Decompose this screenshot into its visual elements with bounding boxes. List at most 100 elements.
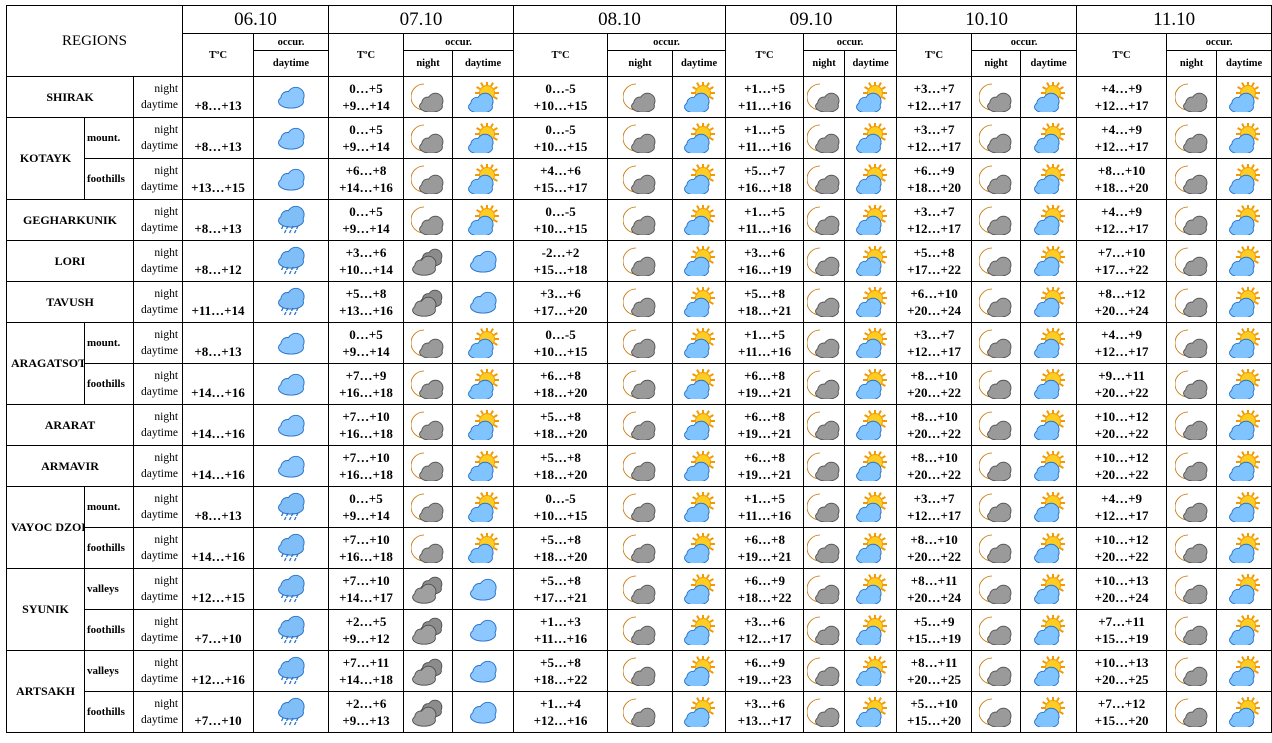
icon-part	[865, 585, 881, 601]
daytime-occur	[452, 240, 515, 282]
daytime-occur	[844, 486, 898, 528]
icon-part	[996, 175, 1011, 190]
icon-part	[476, 537, 481, 541]
temperature: +12…+15	[182, 568, 255, 610]
icon-part	[412, 296, 437, 317]
icon-part	[684, 461, 710, 481]
night-temp: +3…+6	[540, 286, 581, 301]
region-row: ARMAVIR night daytime +14…+16 +7…+10 +16…+18 +…	[6, 445, 1272, 487]
icon-part	[490, 410, 494, 415]
icon-part	[1041, 455, 1047, 459]
night-occur	[1166, 650, 1218, 692]
icon-part	[1237, 660, 1242, 664]
icon-part	[684, 338, 710, 358]
weather-icon	[1174, 247, 1208, 276]
weather-icon	[412, 658, 443, 686]
icon-part	[1238, 503, 1254, 519]
weather-icon	[1229, 615, 1261, 645]
night-label: night	[154, 83, 179, 95]
daytime-occur	[844, 445, 898, 487]
icon-part	[480, 164, 484, 169]
weather-icon	[807, 698, 840, 727]
icon-part	[1182, 379, 1208, 399]
icon-part	[692, 701, 697, 705]
temp-header: TºC	[182, 33, 255, 77]
icon-part	[1183, 380, 1207, 399]
icon-part	[685, 134, 709, 153]
icon-part	[824, 503, 839, 518]
icon-part	[693, 462, 709, 478]
icon-part	[824, 175, 839, 190]
icon-part	[1033, 215, 1060, 235]
weather-icon	[278, 86, 305, 109]
icon-part	[278, 127, 305, 150]
weather-icon	[623, 329, 656, 358]
temperature: +1…+5 +11…+16	[725, 199, 805, 241]
icon-part	[421, 256, 436, 271]
spacer	[184, 326, 253, 343]
icon-part	[1058, 629, 1064, 633]
weather-icon	[1033, 164, 1065, 194]
night-label: night	[154, 657, 179, 669]
night-occur	[1166, 445, 1218, 487]
icon-part	[295, 635, 299, 640]
daytime-temp: +20…+22	[1094, 385, 1149, 400]
icon-part	[684, 707, 710, 727]
region-text: VAYOC DZOR	[11, 520, 85, 534]
night-temp: +1…+5	[744, 81, 785, 96]
icon-part	[1251, 656, 1255, 661]
icon-part	[1229, 543, 1255, 563]
night-temp: +6…+8	[744, 368, 785, 383]
icon-part	[709, 455, 714, 459]
temperature: +8…+13	[182, 117, 255, 159]
icon-part	[1191, 626, 1207, 641]
weather-icon	[684, 533, 716, 563]
daytime-occur	[1020, 568, 1078, 610]
daytime-occur	[452, 445, 515, 487]
daytime-occur	[1020, 363, 1078, 405]
icon-part	[824, 421, 839, 436]
icon-part	[480, 661, 496, 678]
temperature: +1…+5 +11…+16	[725, 486, 805, 528]
icon-part	[278, 205, 305, 228]
icon-part	[1058, 578, 1064, 582]
icon-part	[1238, 667, 1254, 683]
temperature: +1…+5 +11…+16	[725, 117, 805, 159]
icon-part	[493, 537, 498, 541]
daytime-label: daytime	[140, 714, 179, 726]
icon-part	[493, 168, 498, 172]
icon-part	[865, 626, 881, 642]
icon-part	[685, 380, 709, 399]
icon-part	[880, 537, 886, 541]
temperature: +6…+8 +19…+21	[725, 527, 805, 569]
icon-part	[468, 502, 494, 522]
icon-part	[279, 206, 304, 227]
icon-part	[1055, 615, 1060, 620]
icon-part	[865, 503, 881, 519]
icon-part	[428, 503, 443, 518]
icon-part	[815, 92, 840, 112]
icon-part	[865, 257, 881, 273]
icon-part	[855, 707, 882, 727]
icon-part	[880, 332, 886, 336]
daytime-temp: +11…+14	[191, 303, 245, 318]
night-temp: 0…+5	[349, 327, 383, 342]
daytime-header: daytime	[452, 50, 515, 77]
icon-part	[631, 502, 656, 522]
icon-part	[412, 624, 437, 645]
night-temp: +6…+8	[345, 163, 387, 178]
icon-part	[1237, 496, 1242, 500]
icon-part	[1182, 420, 1208, 440]
icon-part	[1238, 626, 1254, 642]
weather-icon	[412, 576, 443, 604]
weather-icon	[979, 247, 1012, 276]
icon-part	[631, 297, 656, 317]
icon-part	[696, 533, 700, 538]
icon-part	[1251, 328, 1255, 333]
icon-part	[996, 708, 1011, 723]
icon-part	[685, 216, 709, 235]
weather-icon	[1229, 205, 1261, 235]
icon-part	[692, 455, 697, 459]
icon-part	[471, 661, 496, 682]
daytime-occur	[1216, 240, 1272, 282]
